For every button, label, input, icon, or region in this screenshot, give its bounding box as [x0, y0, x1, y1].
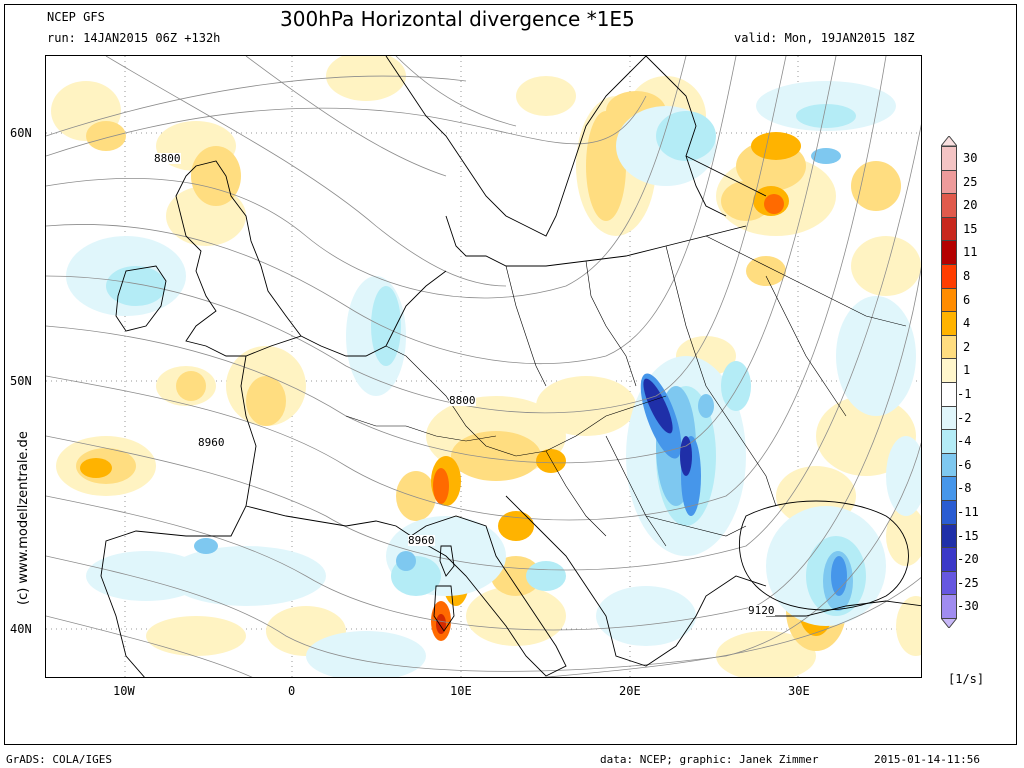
- colorbar-cell: [941, 264, 957, 289]
- colorbar-label: -11: [957, 505, 979, 519]
- lon-tick-10e: 10E: [450, 684, 472, 698]
- colorbar-label: 8: [963, 269, 971, 283]
- footer-grads: GrADS: COLA/IGES: [6, 753, 112, 766]
- colorbar-label: 1: [963, 363, 971, 378]
- lat-tick-60n: 60N: [10, 126, 32, 140]
- colorbar-cell: [941, 193, 957, 218]
- colorbar-label: 11: [963, 245, 978, 260]
- figure-frame: [4, 4, 1017, 745]
- footer-credit: data: NCEP; graphic: Janek Zimmer: [600, 753, 819, 766]
- lon-tick-30e: 30E: [788, 684, 810, 698]
- lon-tick-10w: 10W: [113, 684, 135, 698]
- lat-tick-50n: 50N: [10, 374, 32, 388]
- colorbar-label: 2: [963, 339, 971, 354]
- contour-label: 9120: [748, 604, 775, 617]
- coastlines: [100, 56, 921, 677]
- colorbar-cell: [941, 146, 957, 171]
- colorbar-top-arrow: [941, 136, 957, 146]
- colorbar-label: 20: [963, 198, 978, 213]
- footer-timestamp: 2015-01-14-11:56: [874, 753, 980, 766]
- contour-label: 8960: [198, 436, 225, 449]
- colorbar-label: -4: [957, 434, 972, 449]
- model-label: NCEP GFS: [47, 10, 105, 24]
- page-title: 300hPa Horizontal divergence *1E5: [280, 7, 635, 31]
- run-label: run: 14JAN2015 06Z +132h: [47, 31, 221, 45]
- contour-label: 8960: [408, 534, 435, 547]
- colorbar-label: 15: [963, 221, 978, 236]
- divergence-field: [51, 56, 921, 677]
- vertical-credit: (c) www.modellzentrale.de: [16, 431, 31, 605]
- colorbar-label: 25: [963, 174, 978, 189]
- colorbar-cell: [941, 523, 957, 549]
- colorbar-label: -25: [957, 575, 979, 590]
- colorbar-cell: [941, 358, 957, 383]
- colorbar-label: -30: [957, 599, 979, 614]
- colorbar-label: -20: [957, 552, 979, 567]
- lon-tick-20e: 20E: [619, 684, 641, 698]
- colorbar-cell: [941, 169, 957, 195]
- colorbar-cell: [941, 570, 957, 596]
- colorbar-unit: [1/s]: [948, 672, 985, 686]
- contour-label: 8800: [449, 394, 476, 407]
- colorbar-cell: [941, 452, 957, 478]
- colorbar-cell: [941, 405, 957, 431]
- colorbar-label: 6: [963, 292, 971, 307]
- colorbar-cell: [941, 334, 957, 360]
- colorbar-cell: [941, 594, 957, 619]
- map-panel: 8800 8960 8800 8960 9120: [45, 55, 922, 678]
- map-canvas: [46, 56, 921, 677]
- colorbar-cell: [941, 240, 957, 265]
- colorbar-label: 4: [963, 316, 971, 331]
- colorbar-cell: [941, 216, 957, 242]
- colorbar-cell: [941, 500, 957, 525]
- colorbar-label: -6: [957, 457, 972, 472]
- colorbar-cell: [941, 311, 957, 336]
- colorbar-label: -2: [957, 410, 972, 425]
- colorbar-cell: [941, 547, 957, 572]
- colorbar-cell: [941, 287, 957, 313]
- country-borders: [345, 235, 907, 547]
- contour-label: 8800: [154, 152, 181, 165]
- lon-tick-0: 0: [288, 684, 296, 698]
- valid-label: valid: Mon, 19JAN2015 18Z: [734, 31, 915, 45]
- colorbar-cell: [941, 382, 957, 407]
- colorbar-bottom-arrow: [941, 618, 957, 628]
- colorbar-cell: [941, 429, 957, 454]
- colorbar-label: 30: [963, 151, 978, 165]
- lat-tick-40n: 40N: [10, 622, 32, 636]
- colorbar-label: -15: [957, 528, 979, 543]
- colorbar-cell: [941, 476, 957, 501]
- colorbar-label: -8: [957, 481, 972, 496]
- colorbar-label: -1: [957, 387, 972, 401]
- height-contours: [46, 56, 921, 677]
